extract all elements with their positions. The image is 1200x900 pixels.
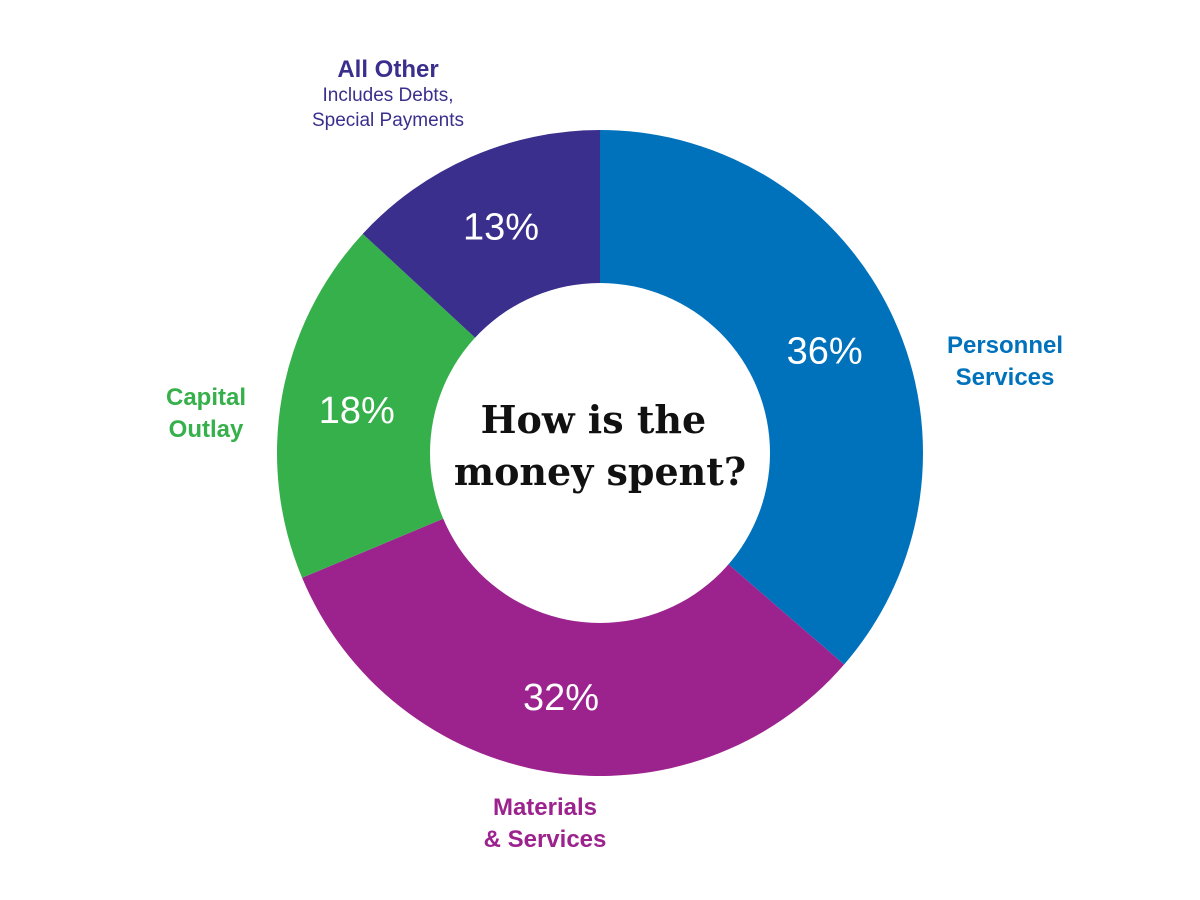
category-label-materials-services: Materials & Services [484, 794, 607, 853]
value-label-capital-outlay: 18% [319, 390, 395, 432]
value-label-all-other: 13% [463, 207, 539, 249]
category-label-line: Outlay [169, 416, 244, 443]
category-label-line: Personnel [947, 332, 1063, 359]
donut-hole [430, 283, 770, 623]
category-label-line: Capital [166, 384, 246, 411]
category-sublabel-line: Special Payments [312, 110, 464, 131]
category-label-all-other: All Other Includes Debts, Special Payments [312, 56, 464, 131]
category-sublabel-line: Includes Debts, [323, 85, 454, 106]
center-title: How is the money spent? [454, 397, 746, 494]
value-label-personnel-services: 36% [787, 330, 863, 372]
category-label-line: & Services [484, 826, 607, 853]
center-title-line-2: money spent? [454, 449, 746, 494]
center-title-line-1: How is the [481, 397, 707, 442]
category-label-capital-outlay: Capital Outlay [166, 384, 246, 443]
value-label-materials-services: 32% [523, 677, 599, 719]
category-label-personnel-services: Personnel Services [947, 332, 1063, 391]
category-label-line: Materials [493, 794, 597, 821]
slice-personnel-services [600, 130, 924, 665]
category-label-line: Services [956, 364, 1055, 391]
donut-slices [277, 130, 924, 777]
category-labels: Personnel Services Materials & Services Capi… [166, 56, 1063, 853]
category-label-line: All Other [337, 56, 438, 83]
value-labels: 36% 32% 18% 13% [319, 207, 863, 719]
